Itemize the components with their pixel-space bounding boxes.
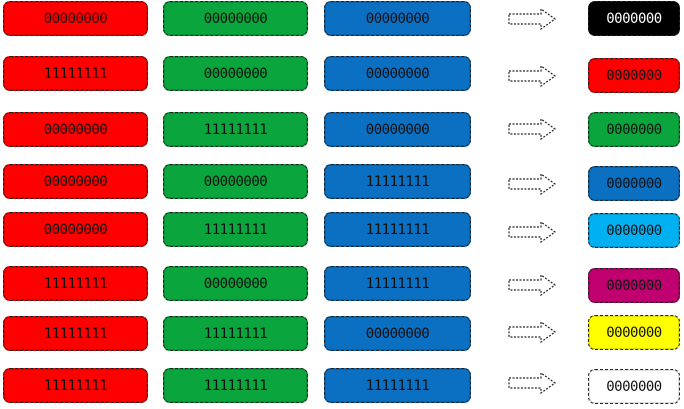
- right-arrow-icon: [508, 321, 556, 343]
- green-channel-chip: 11111111: [163, 368, 308, 403]
- red-channel-chip: 11111111: [3, 56, 148, 91]
- red-channel-chip: 11111111: [3, 266, 148, 301]
- green-channel-chip: 00000000: [163, 1, 308, 36]
- right-arrow-icon: [508, 8, 556, 30]
- blue-channel-chip: 11111111: [324, 164, 471, 199]
- right-arrow-icon: [508, 173, 556, 195]
- result-color-chip: 0000000: [588, 112, 680, 147]
- red-channel-chip: 11111111: [3, 368, 148, 403]
- result-color-chip: 0000000: [588, 58, 680, 93]
- red-channel-chip: 00000000: [3, 112, 148, 147]
- result-color-chip: 0000000: [588, 268, 680, 303]
- green-channel-chip: 00000000: [163, 164, 308, 199]
- blue-channel-chip: 00000000: [324, 316, 471, 351]
- right-arrow-icon: [508, 274, 556, 296]
- green-channel-chip: 11111111: [163, 316, 308, 351]
- blue-channel-chip: 00000000: [324, 112, 471, 147]
- result-color-chip: 0000000: [588, 315, 680, 350]
- right-arrow-icon: [508, 65, 556, 87]
- blue-channel-chip: 11111111: [324, 266, 471, 301]
- green-channel-chip: 11111111: [163, 212, 308, 247]
- red-channel-chip: 00000000: [3, 164, 148, 199]
- result-color-chip: 0000000: [588, 1, 680, 36]
- right-arrow-icon: [508, 118, 556, 140]
- green-channel-chip: 00000000: [163, 266, 308, 301]
- blue-channel-chip: 00000000: [324, 56, 471, 91]
- red-channel-chip: 00000000: [3, 1, 148, 36]
- green-channel-chip: 00000000: [163, 56, 308, 91]
- result-color-chip: 0000000: [588, 166, 680, 201]
- right-arrow-icon: [508, 221, 556, 243]
- blue-channel-chip: 11111111: [324, 368, 471, 403]
- right-arrow-icon: [508, 372, 556, 394]
- result-color-chip: 0000000: [588, 213, 680, 248]
- result-color-chip: 0000000: [588, 369, 680, 404]
- blue-channel-chip: 00000000: [324, 1, 471, 36]
- red-channel-chip: 11111111: [3, 316, 148, 351]
- blue-channel-chip: 11111111: [324, 212, 471, 247]
- green-channel-chip: 11111111: [163, 112, 308, 147]
- red-channel-chip: 00000000: [3, 212, 148, 247]
